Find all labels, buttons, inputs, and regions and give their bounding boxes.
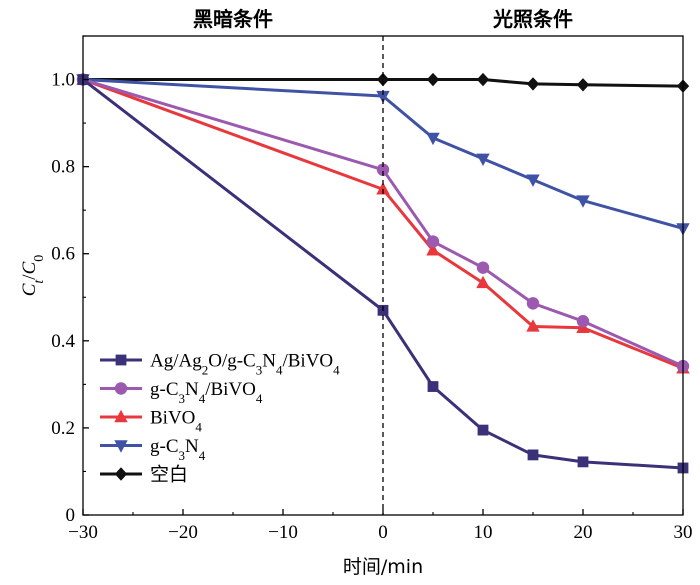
y-tick-label: 1.0 [51,70,75,91]
data-point [426,132,440,146]
data-point [426,243,440,256]
data-point [376,182,390,195]
data-point [526,297,540,310]
x-tick-label: 0 [378,522,388,543]
axes-layer: −30 −20 −10 0 10 20 30 0 0.2 0.4 0.6 0.8 1.0 时间/min Ct… [19,7,693,578]
data-point [376,163,390,176]
legend-marker [115,354,127,366]
legend-marker [114,382,128,395]
data-point [476,72,490,87]
y-tick-label: 0 [66,505,76,526]
legend-label: g-C3N4 [150,436,206,463]
x-tick-label: −10 [268,522,298,543]
data-point [576,315,590,328]
legend-entry: g-C3N4 [100,436,206,463]
y-tick-label: 0.2 [51,418,75,439]
legend-label: Ag/Ag2O/g-C3N4/BiVO4 [150,351,340,378]
data-point [476,153,490,166]
data-point [577,456,589,468]
data-point [526,319,540,332]
data-point [376,72,390,87]
legend-label: 空白 [150,464,188,486]
data-point [476,261,490,274]
x-tick-label: 10 [474,522,493,543]
data-point [427,381,439,392]
region-label-light: 光照条件 [492,7,573,31]
data-point [476,275,490,289]
x-tick-label: 20 [574,522,593,543]
x-tick-label: −30 [68,522,98,543]
legend-entry: Ag/Ag2O/g-C3N4/BiVO4 [100,351,340,378]
y-tick-label: 0.8 [51,157,75,178]
legend: Ag/Ag2O/g-C3N4/BiVO4g-C3N4/BiVO4BiVO4g-C… [100,351,340,486]
y-tick-label: 0.6 [51,244,75,265]
legend-entry: 空白 [100,464,188,486]
data-point [576,78,590,92]
legend-marker [114,467,128,481]
data-point [526,174,540,187]
legend-label: g-C3N4/BiVO4 [150,379,263,406]
data-point [576,195,590,208]
legend-marker [114,409,128,423]
x-axis-title: 时间/min [343,556,423,578]
data-point [526,77,540,91]
data-point [527,449,539,461]
y-tick-label: 0.4 [51,331,75,352]
data-point [376,90,390,104]
region-label-dark: 黑暗条件 [193,7,273,31]
y-axis-title: Ct/C0 [19,255,47,297]
legend-label: BiVO4 [150,408,202,435]
legend-entry: g-C3N4/BiVO4 [100,379,263,406]
x-tick-label: 30 [674,522,693,543]
series-line [82,78,684,368]
series-1 [76,73,690,373]
data-point [426,235,440,248]
data-point [477,424,489,436]
data-point [426,72,440,87]
legend-entry: BiVO4 [100,408,202,435]
x-tick-label: −20 [168,522,198,543]
legend-marker [114,440,128,453]
